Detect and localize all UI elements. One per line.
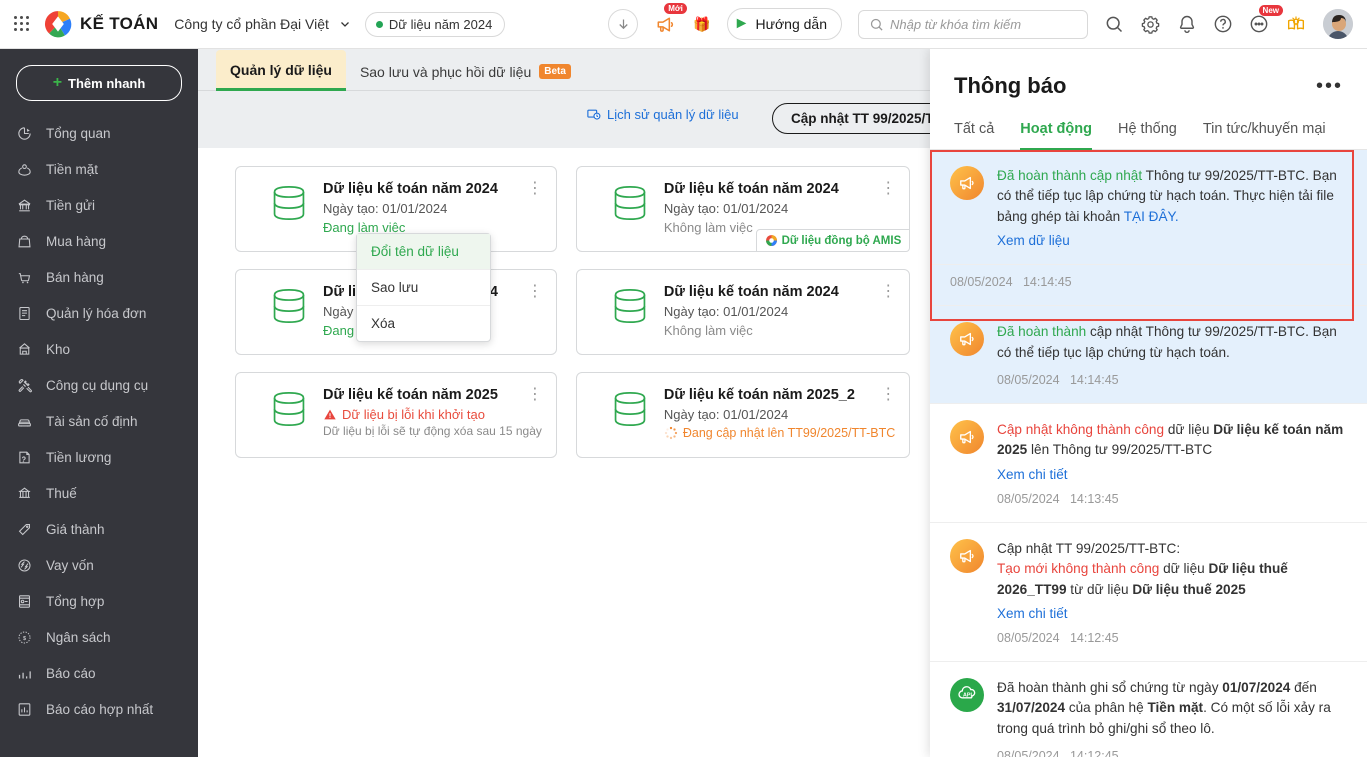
svg-text:$: $ — [23, 635, 26, 641]
svg-text:API: API — [963, 693, 972, 699]
